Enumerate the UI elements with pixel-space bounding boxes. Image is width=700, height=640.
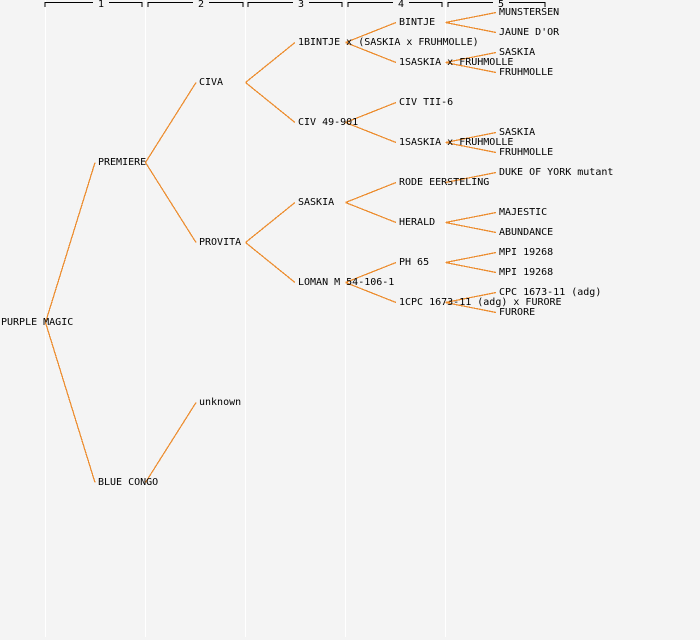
pedigree-edge-civ-49-901-to-1saskia-x-fruhmolle — [345, 121, 397, 144]
generation-bracket-5 — [447, 2, 546, 7]
pedigree-node-saskia-gen3: SASKIA — [298, 196, 335, 208]
pedigree-edge-bintje-to-munstersen — [445, 11, 497, 24]
pedigree-node-herald-gen4: HERALD — [399, 216, 436, 228]
pedigree-edge-civ-49-901-to-civ-tii-6 — [345, 101, 397, 124]
pedigree-edge-blue-congo-to-unknown — [144, 402, 197, 483]
pedigree-node-civ-tii-6-gen4: CIV TII-6 — [399, 96, 454, 108]
pedigree-node-provita-gen2: PROVITA — [199, 236, 242, 248]
pedigree-edge-1cpc-1673-11-adg-x-furore-to-cpc-1673-11-adg — [445, 291, 497, 304]
pedigree-edge-provita-to-loman-m-54-106-1 — [245, 242, 296, 283]
pedigree-node-1saskia-x-fruhmolle-gen4: 1SASKIA x FRUHMOLLE — [399, 56, 514, 68]
pedigree-edge-saskia-to-rode-eersteling — [345, 181, 397, 204]
pedigree-edge-loman-m-54-106-1-to-1cpc-1673-11-adg-x-furore — [345, 281, 397, 304]
pedigree-node-1saskia-x-fruhmolle-gen4: 1SASKIA x FRUHMOLLE — [399, 136, 514, 148]
pedigree-node-abundance-gen5: ABUNDANCE — [499, 226, 554, 238]
generation-bracket-2 — [147, 2, 244, 7]
pedigree-node-1cpc-1673-11-adg-x-furore-gen4: 1CPC 1673-11 (adg) x FURORE — [399, 296, 562, 308]
pedigree-edge-1cpc-1673-11-adg-x-furore-to-furore — [445, 301, 497, 314]
generation-number-4: 4 — [397, 0, 405, 10]
generation-bracket-3 — [247, 2, 343, 7]
pedigree-node-mpi-19268-gen5: MPI 19268 — [499, 246, 554, 258]
pedigree-edge-provita-to-saskia — [245, 202, 296, 243]
pedigree-node-jaune-d-or-gen5: JAUNE D'OR — [499, 26, 560, 38]
pedigree-node-cpc-1673-11-adg-gen5: CPC 1673-11 (adg) — [499, 286, 602, 298]
pedigree-node-mpi-19268-gen5: MPI 19268 — [499, 266, 554, 278]
pedigree-edge-1saskia-x-fruhmolle-to-fruhmolle — [445, 61, 497, 74]
pedigree-node-rode-eersteling-gen4: RODE EERSTELING — [399, 176, 490, 188]
pedigree-node-duke-of-york-mutant-gen5: DUKE OF YORK mutant — [499, 166, 614, 178]
pedigree-edge-ph-65-to-mpi-19268 — [445, 261, 497, 274]
pedigree-edge-1saskia-x-fruhmolle-to-saskia — [445, 51, 497, 64]
pedigree-edge-herald-to-abundance — [445, 221, 497, 234]
pedigree-edge-1saskia-x-fruhmolle-to-saskia — [445, 131, 497, 144]
pedigree-edge-premiere-to-provita — [144, 162, 197, 243]
generation-bracket-1 — [44, 2, 143, 7]
pedigree-node-premiere-gen1: PREMIERE — [98, 156, 147, 168]
pedigree-node-saskia-gen5: SASKIA — [499, 126, 536, 138]
pedigree-node-fruhmolle-gen5: FRUHMOLLE — [499, 66, 554, 78]
generation-number-5: 5 — [497, 0, 505, 10]
pedigree-edge-bintje-to-jaune-d-or — [445, 21, 497, 34]
generation-number-3: 3 — [297, 0, 305, 10]
pedigree-edge-civa-to-civ-49-901 — [245, 82, 296, 123]
pedigree-node-furore-gen5: FURORE — [499, 306, 536, 318]
pedigree-edge-civa-to-1bintje-x-saskia-x-fruhmolle — [245, 42, 296, 83]
pedigree-edge-1saskia-x-fruhmolle-to-fruhmolle — [445, 141, 497, 154]
pedigree-edge-1bintje-x-saskia-x-fruhmolle-to-1saskia-x-fruhmolle — [345, 41, 397, 64]
pedigree-edge-saskia-to-herald — [345, 201, 397, 224]
pedigree-node-munstersen-gen5: MUNSTERSEN — [499, 6, 560, 18]
pedigree-edge-rode-eersteling-to-duke-of-york-mutant — [445, 171, 497, 184]
generation-number-2: 2 — [197, 0, 205, 10]
pedigree-node-civ-49-901-gen3: CIV 49-901 — [298, 116, 359, 128]
pedigree-node-ph-65-gen4: PH 65 — [399, 256, 430, 268]
pedigree-node-unknown-gen2: unknown — [199, 396, 242, 408]
pedigree-edge-ph-65-to-mpi-19268 — [445, 251, 497, 264]
pedigree-node-civa-gen2: CIVA — [199, 76, 224, 88]
pedigree-node-purple-magic-gen0: PURPLE MAGIC — [1, 316, 74, 328]
pedigree-edge-purple-magic-to-premiere — [44, 162, 96, 323]
pedigree-node-loman-m-54-106-1-gen3: LOMAN M 54-106-1 — [298, 276, 395, 288]
pedigree-edge-1bintje-x-saskia-x-fruhmolle-to-bintje — [345, 21, 397, 44]
pedigree-node-bintje-gen4: BINTJE — [399, 16, 436, 28]
pedigree-node-saskia-gen5: SASKIA — [499, 46, 536, 58]
pedigree-node-blue-congo-gen1: BLUE CONGO — [98, 476, 159, 488]
pedigree-edge-premiere-to-civa — [144, 82, 197, 163]
pedigree-edge-loman-m-54-106-1-to-ph-65 — [345, 261, 397, 284]
pedigree-node-majestic-gen5: MAJESTIC — [499, 206, 548, 218]
pedigree-edge-purple-magic-to-blue-congo — [44, 322, 96, 483]
generation-number-1: 1 — [97, 0, 105, 10]
pedigree-node-fruhmolle-gen5: FRUHMOLLE — [499, 146, 554, 158]
pedigree-node-1bintje-x-saskia-x-fruhmolle-gen3: 1BINTJE x (SASKIA x FRUHMOLLE) — [298, 36, 479, 48]
pedigree-edge-herald-to-majestic — [445, 211, 497, 224]
generation-bracket-4 — [347, 2, 443, 7]
